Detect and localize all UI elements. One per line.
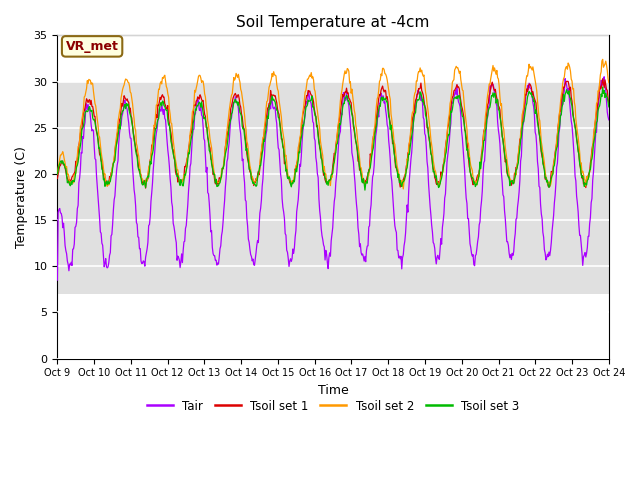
Title: Soil Temperature at -4cm: Soil Temperature at -4cm <box>236 15 430 30</box>
Bar <box>58 82 609 294</box>
Text: VR_met: VR_met <box>66 40 118 53</box>
Legend: Tair, Tsoil set 1, Tsoil set 2, Tsoil set 3: Tair, Tsoil set 1, Tsoil set 2, Tsoil se… <box>142 395 524 417</box>
Y-axis label: Temperature (C): Temperature (C) <box>15 146 28 248</box>
X-axis label: Time: Time <box>317 384 349 397</box>
